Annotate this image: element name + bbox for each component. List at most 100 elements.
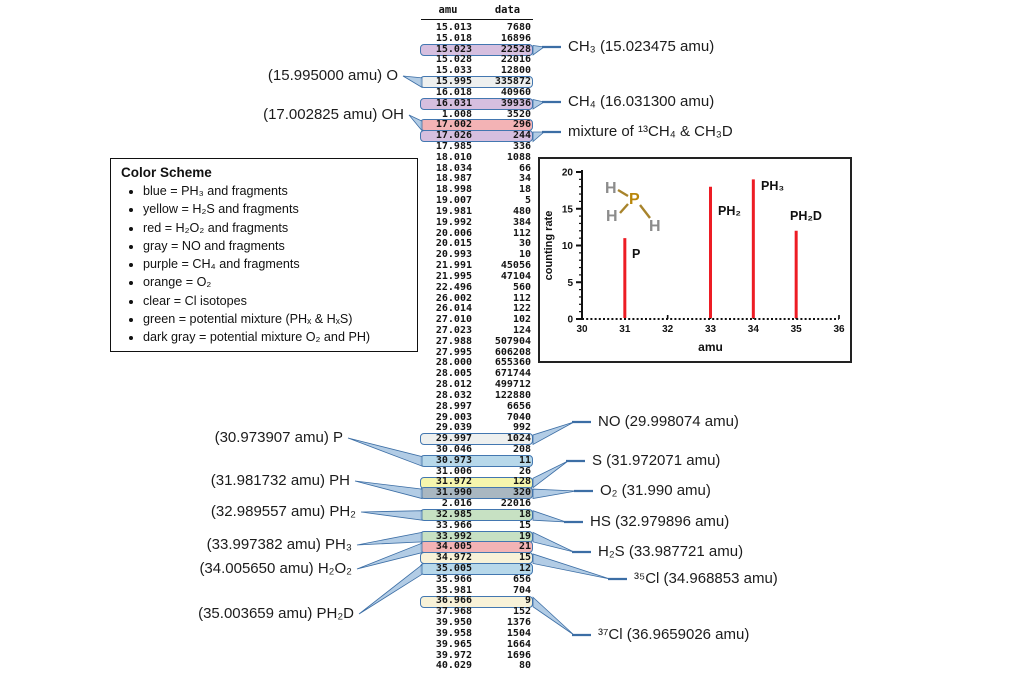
cell-data: 606208 (494, 346, 531, 358)
highlight-bubble-purple (420, 43, 533, 56)
cell-amu: 17.026 (435, 130, 472, 142)
molecule-atom-h: H (649, 218, 661, 235)
table-row: 35.981 704 (424, 584, 531, 597)
cell-data: 152 (512, 606, 531, 618)
column-header-data: data (494, 4, 521, 16)
y-tick-label: 15 (562, 204, 574, 215)
table-row: 28.012 499712 (424, 379, 531, 391)
table-row: 15.013 7680 (424, 22, 531, 34)
header-rule (421, 18, 533, 20)
cell-data: 208 (512, 443, 531, 455)
color-scheme-item: yellow = H₂S and fragments (143, 200, 407, 218)
table-row: 20.015 30 (424, 239, 531, 250)
cell-data: 122880 (494, 389, 531, 401)
counting-rate-chart: 0 5 10 15 20 30 31 32 33 34 35 36 P PH₂ PH₃ PH₂D amu coun… (543, 168, 845, 355)
table-row: 19.992 384 (424, 216, 531, 229)
cell-amu: 26.002 (435, 292, 472, 304)
cell-amu: 35.981 (435, 584, 472, 596)
table-row: 17.026 244 (424, 130, 531, 142)
cell-amu: 18.998 (435, 184, 472, 196)
cell-amu: 20.015 (435, 238, 472, 250)
color-scheme-item: blue = PH₃ and fragments (143, 182, 407, 200)
table-row: 15.028 22016 (424, 55, 531, 66)
cell-data: 80 (518, 660, 531, 672)
x-tick-label: 33 (705, 324, 717, 335)
cell-data: 11 (518, 454, 531, 466)
cell-amu: 39.965 (435, 638, 472, 650)
cell-data: 7680 (506, 22, 531, 33)
species-label: (31.981732 amu) PH (210, 472, 350, 489)
cell-data: 26 (518, 465, 531, 477)
color-scheme-item: gray = NO and fragments (143, 237, 407, 255)
cell-data: 296 (512, 119, 531, 131)
table-row: 16.031 39936 (424, 98, 531, 110)
cell-amu: 31.990 (435, 487, 472, 499)
cell-amu: 22.496 (435, 281, 472, 293)
table-row: 29.039 992 (424, 423, 531, 434)
cell-amu: 33.966 (435, 519, 472, 531)
cell-amu: 19.992 (435, 216, 472, 228)
species-label: CH₄ (16.031300 amu) (568, 93, 715, 110)
cell-data: 1024 (506, 433, 531, 445)
amu-data-table: 15.013 7680 15.018 16896 15.023 22528 15.028 22… (424, 22, 531, 675)
cell-amu: 30.046 (435, 443, 472, 455)
cell-amu: 28.032 (435, 389, 472, 401)
cell-amu: 21.995 (435, 270, 472, 282)
species-label: CH₃ (15.023475 amu) (568, 38, 715, 55)
species-label: (30.973907 amu) P (214, 429, 343, 446)
cell-data: 6656 (506, 400, 531, 412)
cell-amu: 21.991 (435, 260, 472, 272)
cell-amu: 18.034 (435, 162, 472, 174)
cell-amu: 15.018 (435, 32, 472, 44)
y-tick-label: 0 (567, 315, 573, 326)
cell-data: 30 (518, 238, 531, 250)
cell-data: 1664 (506, 638, 531, 650)
cell-amu: 1.008 (441, 108, 472, 120)
table-row: 31.006 26 (424, 465, 531, 478)
table-row: 15.033 12800 (424, 65, 531, 77)
cell-amu: 34.005 (435, 541, 472, 553)
table-row: 35.966 656 (424, 573, 531, 586)
cell-data: 112 (512, 227, 531, 239)
cell-amu: 35.966 (435, 573, 472, 585)
cell-amu: 26.014 (435, 303, 472, 315)
species-label: NO (29.998074 amu) (598, 413, 739, 430)
cell-data: 320 (512, 487, 531, 499)
table-row: 39.958 1504 (424, 627, 531, 640)
cell-data: 384 (512, 216, 531, 228)
table-row: 27.023 124 (424, 325, 531, 337)
table-row: 34.972 15 (424, 552, 531, 564)
cell-data: 34 (518, 173, 531, 185)
cell-data: 499712 (494, 379, 531, 391)
color-scheme-item: red = H₂O₂ and fragments (143, 219, 407, 237)
cell-amu: 31.972 (435, 476, 472, 488)
table-row: 39.972 1696 (424, 650, 531, 662)
table-header: amu data (424, 4, 531, 16)
color-scheme-title: Color Scheme (121, 165, 212, 180)
table-row: 36.966 9 (424, 596, 531, 607)
cell-amu: 29.997 (435, 433, 472, 445)
stem-label: PH₂ (718, 204, 741, 218)
species-label: (32.989557 amu) PH₂ (210, 503, 356, 520)
cell-data: 47104 (500, 270, 531, 282)
cell-amu: 35.005 (435, 563, 472, 574)
table-row: 39.965 1664 (424, 638, 531, 651)
table-row: 31.972 128 (424, 477, 531, 488)
cell-data: 1376 (506, 617, 531, 629)
cell-amu: 27.988 (435, 335, 472, 347)
molecule-atom-h: H (605, 180, 617, 197)
table-row: 18.010 1088 (424, 151, 531, 164)
cell-amu: 18.010 (435, 151, 472, 163)
species-label: HS (32.979896 amu) (590, 513, 730, 530)
cell-data: 507904 (494, 335, 531, 347)
cell-data: 560 (512, 281, 531, 293)
cell-amu: 34.972 (435, 552, 472, 564)
cell-amu: 39.958 (435, 627, 472, 639)
x-axis-label: amu (698, 340, 723, 354)
cell-amu: 39.950 (435, 617, 472, 629)
species-label: (34.005650 amu) H₂O₂ (199, 560, 352, 577)
molecule-atom-p: P (629, 191, 640, 208)
table-row: 32.985 18 (424, 509, 531, 521)
table-row: 22.496 560 (424, 281, 531, 294)
